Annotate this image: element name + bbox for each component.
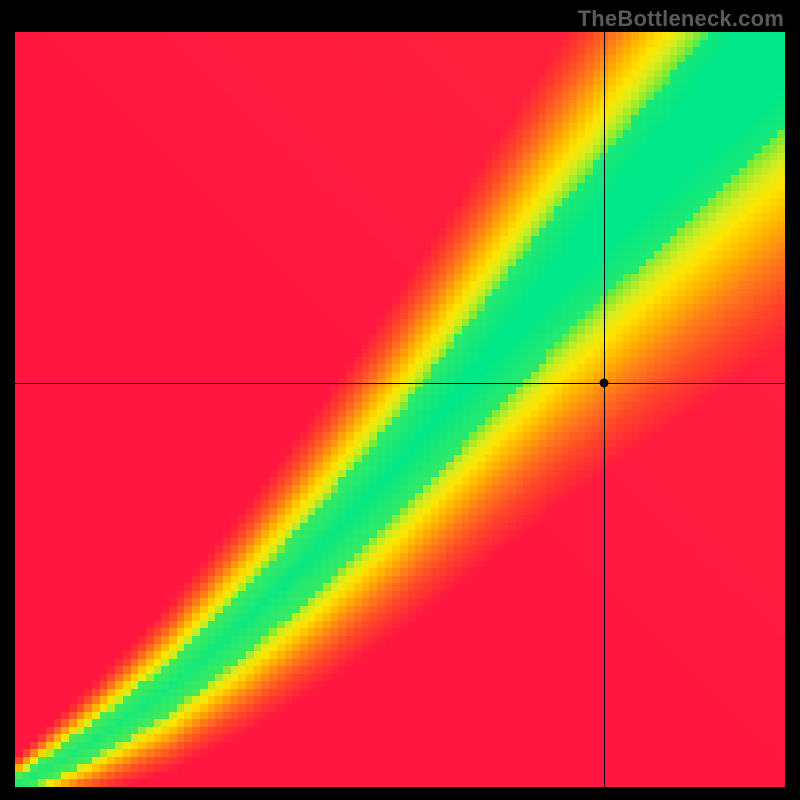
watermark-label: TheBottleneck.com [578,6,784,32]
crosshair-vertical-line [604,32,605,787]
bottleneck-heatmap [15,32,785,787]
crosshair-horizontal-line [15,383,785,384]
crosshair-marker-dot [600,379,609,388]
